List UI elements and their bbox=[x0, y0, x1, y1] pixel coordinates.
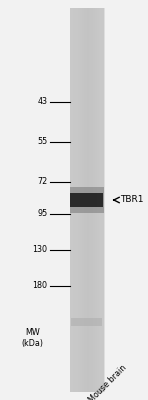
Text: MW
(kDa): MW (kDa) bbox=[22, 328, 44, 348]
Text: 180: 180 bbox=[32, 282, 47, 290]
Text: 43: 43 bbox=[37, 98, 47, 106]
Text: TBR1: TBR1 bbox=[120, 196, 143, 204]
Bar bbox=[70, 187, 104, 213]
Bar bbox=[70, 193, 103, 207]
Text: 95: 95 bbox=[37, 210, 47, 218]
Text: Mouse brain: Mouse brain bbox=[87, 363, 128, 400]
Text: 55: 55 bbox=[37, 138, 47, 146]
Text: 130: 130 bbox=[32, 246, 47, 254]
Bar bbox=[71, 318, 102, 326]
Text: 72: 72 bbox=[37, 178, 47, 186]
Bar bbox=[70, 8, 104, 392]
